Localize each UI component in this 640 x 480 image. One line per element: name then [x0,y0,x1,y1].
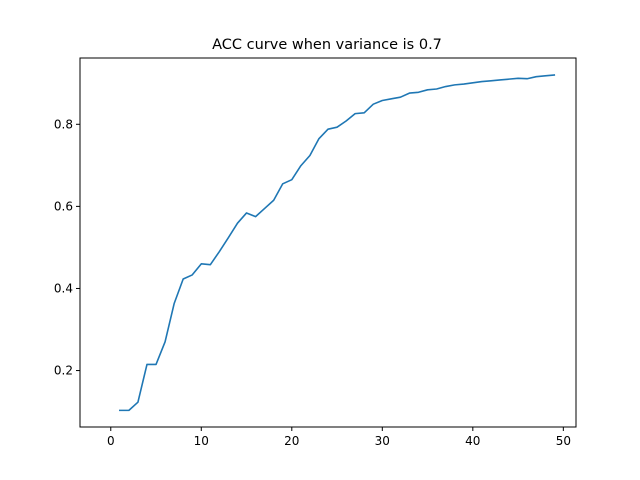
x-axis-ticks: 0 10 20 30 40 50 [107,427,571,448]
y-axis-ticks: 0.2 0.4 0.6 0.8 [54,117,80,378]
x-tick-label: 10 [194,434,209,448]
series-group [119,74,556,412]
x-tick-label: 0 [107,434,115,448]
y-tick-label: 0.6 [54,199,73,213]
y-tick-label: 0.8 [54,117,73,131]
y-tick-label: 0.2 [54,364,73,378]
x-tick-label: 50 [556,434,571,448]
x-tick-label: 40 [465,434,480,448]
plot-frame [79,57,577,428]
x-tick-label: 20 [284,434,299,448]
y-tick-label: 0.4 [54,281,73,295]
x-tick-label: 30 [375,434,390,448]
chart-title: ACC curve when variance is 0.7 [212,37,442,53]
acc-series-line [119,74,556,412]
